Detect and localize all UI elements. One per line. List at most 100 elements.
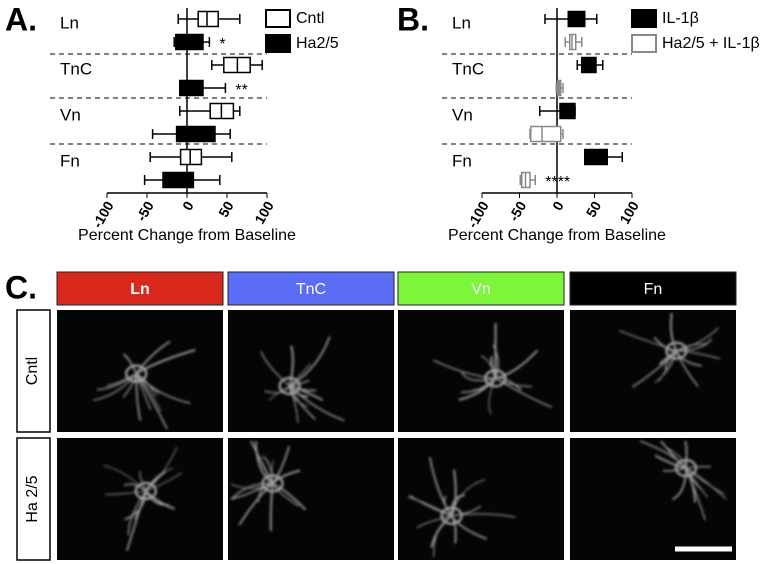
x-tick-label: 50 [215,198,237,220]
micrograph [570,438,736,560]
row-header-label: Cntl [24,357,41,385]
x-axis-label: Percent Change from Baseline [448,227,666,244]
process [662,467,687,472]
legend-swatch [631,34,657,53]
process [450,469,457,517]
legend-swatch [631,9,657,28]
process [122,353,137,374]
process [676,338,713,352]
process [105,490,146,495]
box [197,10,219,28]
process [264,385,291,394]
cell [92,340,196,430]
process [127,490,147,536]
column-header [227,271,395,306]
x-tick-label: 100 [616,198,642,226]
process [288,385,316,420]
panel-letter: C. [5,269,37,305]
process [461,372,496,382]
x-tick-label: 50 [583,198,605,220]
cell [230,440,307,532]
process [288,385,309,398]
x-tick-label: 0 [549,198,567,213]
column-header-label: TnC [296,281,326,298]
micrograph [570,310,736,432]
column-header [56,271,224,306]
cell [260,336,345,423]
process [230,482,273,500]
process [433,359,496,380]
category-label: Ln [452,13,471,32]
micrograph [398,438,564,560]
process [631,350,677,388]
process [126,490,147,552]
legend-swatch [265,9,291,28]
process [230,482,273,500]
process [289,385,324,401]
process [685,467,725,495]
category-label: Vn [60,105,81,124]
panel-letter: A. [5,1,37,37]
process [289,336,331,387]
category-label: TnC [60,59,92,78]
process [139,470,147,492]
process [676,327,719,352]
process [271,469,301,485]
cell [407,456,516,558]
process [430,515,453,548]
process [145,447,178,492]
process [685,467,706,521]
x-tick-label: -50 [505,198,529,224]
process [288,345,294,387]
x-tick-label: 0 [179,198,197,213]
x-tick-label: -100 [464,198,492,230]
process [269,483,274,532]
micrograph [398,310,564,432]
process [685,466,712,469]
process [135,348,196,375]
category-label: TnC [452,59,484,78]
column-header-label: Vn [471,281,491,298]
process [135,340,171,375]
box [175,33,204,51]
x-tick-label: -50 [133,198,157,224]
row-header-label: Ha 2/5 [24,475,41,522]
cell-body [278,376,301,395]
process [268,385,290,401]
process [619,330,677,352]
box [175,125,216,143]
process [675,350,702,367]
process [238,482,274,526]
legend-label: IL-1β [662,10,699,27]
process [450,515,457,544]
cell [639,440,727,521]
process [684,440,688,469]
box [530,125,562,143]
process [135,373,191,404]
process [250,440,274,484]
box [179,148,203,166]
process [451,505,482,517]
process [495,349,539,380]
process [658,350,677,382]
process [272,482,307,511]
category-label: Fn [60,151,80,170]
row-header [16,437,51,561]
process [660,440,687,469]
column-header-label: Fn [644,281,663,298]
category-label: Fn [452,151,472,170]
column-header-label: Ln [130,281,150,298]
micrograph [228,310,394,432]
process [255,440,274,485]
process [135,373,142,421]
process [416,515,452,529]
significance: * [219,36,225,53]
legend-label: Cntl [296,10,324,27]
process [492,344,500,379]
process [653,336,677,352]
column-header [569,271,737,306]
box [581,56,597,74]
process [667,447,687,469]
cell [103,447,182,552]
